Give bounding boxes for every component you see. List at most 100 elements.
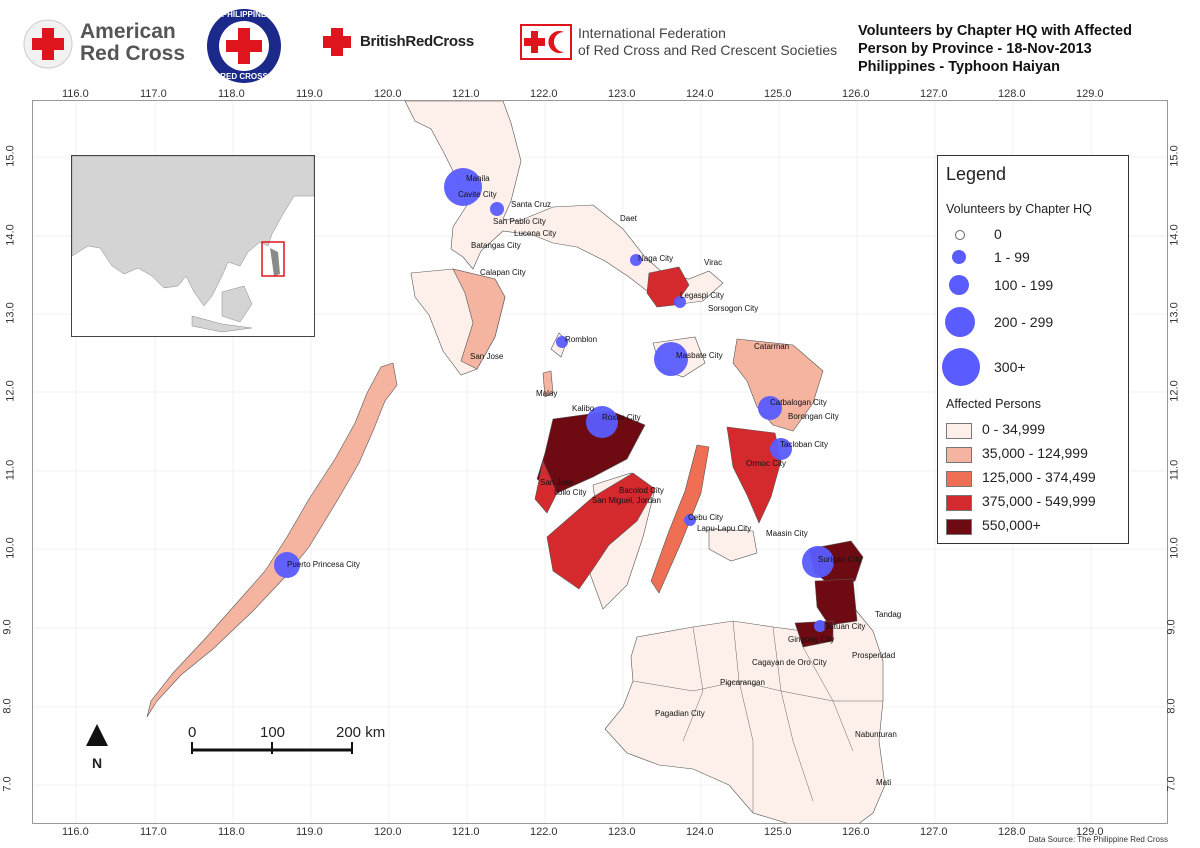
volunteer-marker-legaspi xyxy=(674,296,686,308)
lat-tick: 15.0 xyxy=(1168,145,1181,167)
lon-tick: 129.0 xyxy=(1076,88,1104,100)
inset-locator-map xyxy=(71,155,315,337)
city-label: Roxas City xyxy=(602,413,641,422)
city-label: Mati xyxy=(876,778,892,787)
city-label: Ormoc City xyxy=(746,459,786,468)
city-label: San Jose xyxy=(470,352,504,361)
city-label: Tandag xyxy=(875,610,902,619)
lon-tick: 125.0 xyxy=(764,88,792,100)
scale-label-100: 100 xyxy=(260,724,286,741)
american-red-cross-logo: American Red Cross xyxy=(22,18,192,70)
legend-swatch xyxy=(946,471,972,487)
scale-label-200: 200 km xyxy=(336,724,386,741)
philippine-red-cross-emblem xyxy=(207,9,281,83)
city-label: Surigao City xyxy=(818,555,862,564)
volunteer-marker-butuan xyxy=(814,620,826,632)
city-label: Virac xyxy=(704,258,723,267)
legend-affected-label: 375,000 - 549,999 xyxy=(982,493,1096,509)
city-label: Tacloban City xyxy=(780,440,829,449)
city-label: Bacolod City xyxy=(619,486,664,495)
legend-volunteer-label: 300+ xyxy=(994,359,1026,375)
lat-tick: 7.0 xyxy=(1165,776,1178,792)
north-arrow-icon xyxy=(86,724,108,746)
lon-tick: 121.0 xyxy=(452,88,480,100)
lat-tick: 9.0 xyxy=(1165,619,1178,635)
city-label: Pagadian City xyxy=(655,709,705,718)
inset-extent-box xyxy=(261,241,285,277)
lon-tick: 127.0 xyxy=(920,826,948,838)
lat-tick: 14.0 xyxy=(1168,224,1181,246)
ifrc-emblem xyxy=(520,24,572,60)
city-label: Kalibo xyxy=(572,404,595,413)
lon-tick: 117.0 xyxy=(140,88,167,100)
legend-circle-2 xyxy=(949,275,969,295)
city-label: Puerto Princesa City xyxy=(287,560,360,569)
city-label: Daet xyxy=(620,214,637,223)
lat-tick: 13.0 xyxy=(1168,302,1181,324)
samar-island xyxy=(732,338,824,432)
lon-tick: 121.0 xyxy=(452,826,480,838)
legend-title: Legend xyxy=(946,164,1007,184)
map-title: Volunteers by Chapter HQ with Affected P… xyxy=(858,22,1132,76)
scale-bar: 0 100 200 km xyxy=(186,722,406,758)
legend-volunteer-label: 0 xyxy=(994,226,1002,242)
american-red-cross-line2: Red Cross xyxy=(80,42,186,65)
lon-tick: 128.0 xyxy=(998,826,1026,838)
inset-map-canvas xyxy=(71,155,315,333)
volunteer-marker-masbate xyxy=(654,342,688,376)
city-label: San Miguel, Jordan xyxy=(592,496,661,505)
scale-bar-graphic xyxy=(191,742,353,754)
city-label: Pigcarangan xyxy=(720,678,765,687)
borneo xyxy=(221,285,253,323)
city-label: Lapu-Lapu City xyxy=(697,524,752,533)
lat-tick: 11.0 xyxy=(4,459,17,481)
asia-landmass xyxy=(71,155,315,307)
ifrc-line1: International Federation xyxy=(578,25,726,41)
city-label: Catarman xyxy=(754,342,790,351)
volunteer-marker-puerto-princesa xyxy=(274,552,300,578)
sibuyan-island xyxy=(542,370,554,398)
legend-swatch xyxy=(946,447,972,463)
lon-tick: 119.0 xyxy=(296,88,323,100)
title-line2: Person by Province - 18-Nov-2013 xyxy=(858,41,1092,57)
lon-tick: 116.0 xyxy=(62,826,89,838)
legend-swatch xyxy=(946,495,972,511)
lon-tick: 120.0 xyxy=(374,826,402,838)
title-line3: Philippines - Typhoon Haiyan xyxy=(858,59,1060,75)
legend-swatch xyxy=(946,519,972,535)
mindanao-island xyxy=(604,608,886,823)
north-arrow: N xyxy=(84,722,110,771)
lat-tick: 9.0 xyxy=(1,619,14,635)
city-label: Maasin City xyxy=(766,529,808,538)
lon-tick: 122.0 xyxy=(530,88,558,100)
volunteer-marker-santa-cruz xyxy=(490,202,504,216)
american-red-cross-emblem xyxy=(23,19,73,69)
legend-swatch xyxy=(946,423,972,439)
city-label: Naga City xyxy=(638,254,674,263)
city-label: Masbate City xyxy=(676,351,723,360)
lon-tick: 119.0 xyxy=(296,826,323,838)
city-label: Butuan City xyxy=(824,622,866,631)
legend-volunteers-heading: Volunteers by Chapter HQ xyxy=(946,202,1092,216)
legend-affected-label: 35,000 - 124,999 xyxy=(982,445,1088,461)
palawan-island xyxy=(146,362,398,718)
legend-circle-4 xyxy=(942,348,980,386)
bohol-island xyxy=(708,528,758,562)
philippine-red-cross-logo: PHILIPPINE RED CROSS xyxy=(206,8,282,84)
agusan-province xyxy=(814,578,858,626)
city-label: Iloilo City xyxy=(554,488,587,497)
philippine-red-cross-bottom-text: RED CROSS xyxy=(220,72,268,81)
legend-affected-label: 550,000+ xyxy=(982,517,1041,533)
city-label: Batangas City xyxy=(471,241,521,250)
city-label: Romblon xyxy=(565,335,598,344)
lon-tick: 128.0 xyxy=(998,88,1026,100)
city-label: Legaspi City xyxy=(680,291,725,300)
lon-tick: 126.0 xyxy=(842,826,870,838)
lat-tick: 8.0 xyxy=(1165,698,1178,714)
ifrc-line2: of Red Cross and Red Crescent Societies xyxy=(578,42,838,58)
city-label: Malay xyxy=(536,389,558,398)
city-label: Cavite City xyxy=(458,190,497,199)
city-label: Nabunturan xyxy=(855,730,897,739)
legend-affected-heading: Affected Persons xyxy=(946,397,1041,411)
ifrc-logo: International Federation of Red Cross an… xyxy=(520,22,850,62)
